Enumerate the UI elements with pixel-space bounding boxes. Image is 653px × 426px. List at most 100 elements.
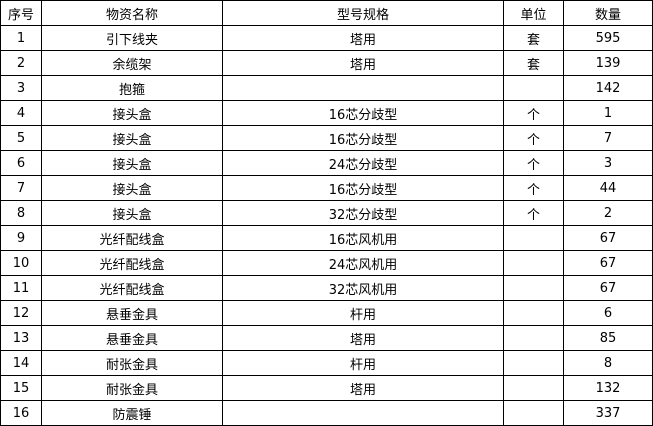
- header-quantity: 数量: [563, 0, 653, 26]
- cell-name: 接头盒: [41, 125, 223, 151]
- table-row: 1 引下线夹 塔用套 595: [0, 25, 653, 51]
- table-row: 5 接头盒 16芯分歧型个 7: [0, 125, 653, 151]
- cell-unit: [503, 325, 564, 351]
- cell-index: 13: [0, 325, 42, 351]
- cell-spec: 塔用: [222, 375, 504, 401]
- cell-quantity: 85: [563, 325, 653, 351]
- cell-unit: [503, 225, 564, 251]
- cell-name: 接头盒: [41, 150, 223, 176]
- cell-spec: 塔用: [222, 25, 504, 51]
- cell-quantity: 595: [563, 25, 653, 51]
- header-name: 物资名称: [41, 0, 223, 26]
- cell-index: 12: [0, 300, 42, 326]
- cell-index: 3: [0, 75, 42, 101]
- cell-quantity: 6: [563, 300, 653, 326]
- cell-unit: [503, 75, 564, 101]
- cell-name: 光纤配线盒: [41, 250, 223, 276]
- cell-index: 11: [0, 275, 42, 301]
- cell-unit: [503, 400, 564, 426]
- cell-spec: [222, 400, 504, 426]
- cell-quantity: 67: [563, 275, 653, 301]
- header-spec: 型号规格: [222, 0, 504, 26]
- header-unit: 单位: [503, 0, 564, 26]
- cell-spec: 塔用: [222, 50, 504, 76]
- cell-quantity: 142: [563, 75, 653, 101]
- cell-name: 光纤配线盒: [41, 225, 223, 251]
- cell-spec: 16芯风机用: [222, 225, 504, 251]
- cell-name: 耐张金具: [41, 375, 223, 401]
- cell-quantity: 1: [563, 100, 653, 126]
- table-row: 9 光纤配线盒 16芯风机用 67: [0, 225, 653, 251]
- cell-unit: [503, 375, 564, 401]
- table-row: 4 接头盒 16芯分歧型个 1: [0, 100, 653, 126]
- cell-spec: 16芯分歧型: [222, 175, 504, 201]
- table-row: 10 光纤配线盒 24芯风机用 67: [0, 250, 653, 276]
- cell-unit: [503, 350, 564, 376]
- table-row: 15 耐张金具 塔用 132: [0, 375, 653, 401]
- cell-index: 16: [0, 400, 42, 426]
- cell-index: 14: [0, 350, 42, 376]
- cell-spec: 16芯分歧型: [222, 125, 504, 151]
- cell-name: 悬垂金具: [41, 325, 223, 351]
- cell-spec: 杆用: [222, 350, 504, 376]
- table-row: 8 接头盒 32芯分歧型个 2: [0, 200, 653, 226]
- table-row: 7 接头盒 16芯分歧型个 44: [0, 175, 653, 201]
- cell-quantity: 3: [563, 150, 653, 176]
- cell-quantity: 67: [563, 250, 653, 276]
- cell-unit: [503, 250, 564, 276]
- cell-spec: 32芯风机用: [222, 275, 504, 301]
- cell-name: 接头盒: [41, 175, 223, 201]
- cell-name: 余缆架: [41, 50, 223, 76]
- cell-name: 接头盒: [41, 100, 223, 126]
- cell-unit: 个: [503, 100, 564, 126]
- cell-name: 耐张金具: [41, 350, 223, 376]
- cell-quantity: 67: [563, 225, 653, 251]
- table-row: 6 接头盒 24芯分歧型个 3: [0, 150, 653, 176]
- cell-name: 引下线夹: [41, 25, 223, 51]
- table-row: 11 光纤配线盒 32芯风机用 67: [0, 275, 653, 301]
- header-index: 序号: [0, 0, 42, 26]
- cell-index: 7: [0, 175, 42, 201]
- cell-unit: 个: [503, 150, 564, 176]
- cell-unit: 个: [503, 125, 564, 151]
- cell-name: 光纤配线盒: [41, 275, 223, 301]
- cell-name: 抱箍: [41, 75, 223, 101]
- cell-index: 6: [0, 150, 42, 176]
- cell-quantity: 337: [563, 400, 653, 426]
- cell-quantity: 139: [563, 50, 653, 76]
- table-row: 2 余缆架 塔用套 139: [0, 50, 653, 76]
- cell-spec: [222, 75, 504, 101]
- table-row: 16 防震锤 337: [0, 400, 653, 426]
- cell-unit: [503, 300, 564, 326]
- cell-index: 9: [0, 225, 42, 251]
- cell-spec: 16芯分歧型: [222, 100, 504, 126]
- cell-spec: 32芯分歧型: [222, 200, 504, 226]
- cell-name: 悬垂金具: [41, 300, 223, 326]
- cell-index: 8: [0, 200, 42, 226]
- table-row: 3 抱箍 142: [0, 75, 653, 101]
- cell-index: 15: [0, 375, 42, 401]
- cell-spec: 24芯分歧型: [222, 150, 504, 176]
- cell-index: 1: [0, 25, 42, 51]
- cell-name: 防震锤: [41, 400, 223, 426]
- cell-spec: 塔用: [222, 325, 504, 351]
- cell-index: 5: [0, 125, 42, 151]
- header-row: 序号 物资名称 型号规格 单位 数量: [0, 0, 653, 26]
- cell-quantity: 8: [563, 350, 653, 376]
- cell-name: 接头盒: [41, 200, 223, 226]
- table-row: 13 悬垂金具 塔用 85: [0, 325, 653, 351]
- cell-quantity: 7: [563, 125, 653, 151]
- cell-quantity: 44: [563, 175, 653, 201]
- cell-index: 2: [0, 50, 42, 76]
- cell-unit: 套: [503, 50, 564, 76]
- cell-spec: 杆用: [222, 300, 504, 326]
- cell-quantity: 2: [563, 200, 653, 226]
- table-row: 14 耐张金具 杆用 8: [0, 350, 653, 376]
- cell-unit: 个: [503, 200, 564, 226]
- cell-unit: [503, 275, 564, 301]
- cell-quantity: 132: [563, 375, 653, 401]
- cell-unit: 个: [503, 175, 564, 201]
- cell-index: 10: [0, 250, 42, 276]
- cell-spec: 24芯风机用: [222, 250, 504, 276]
